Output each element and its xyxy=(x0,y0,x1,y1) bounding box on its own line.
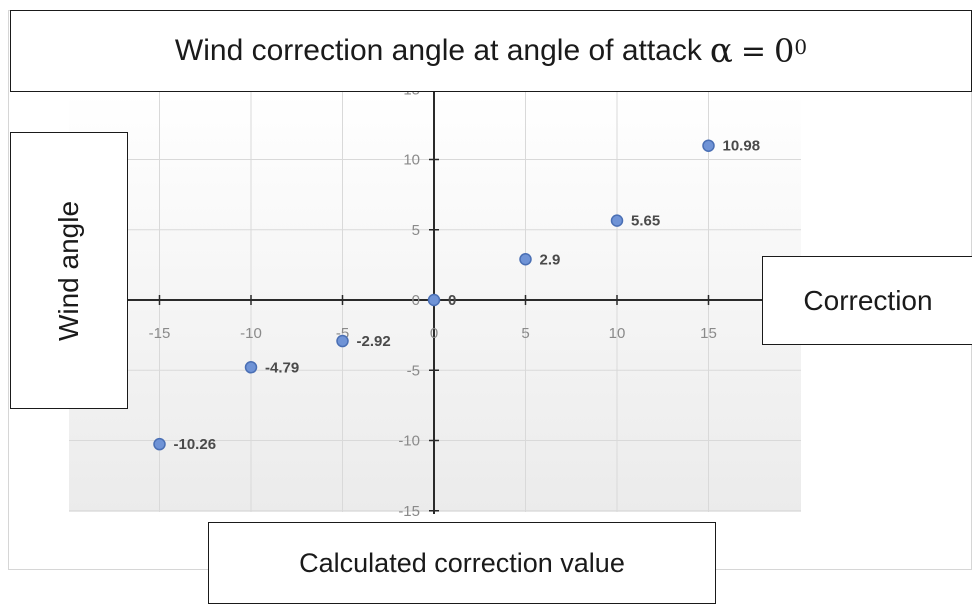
x-tick-label: 0 xyxy=(430,325,438,342)
data-label: -4.79 xyxy=(265,359,299,376)
chart-title-superscript: 0 xyxy=(794,35,808,59)
data-label: 2.9 xyxy=(540,251,561,268)
data-point xyxy=(153,437,166,451)
chart-title: Wind correction angle at angle of attack… xyxy=(10,10,972,92)
data-label: 0 xyxy=(448,292,456,309)
data-points xyxy=(153,139,715,451)
data-point xyxy=(519,253,532,266)
x-tick-label: -15 xyxy=(149,325,171,342)
data-point xyxy=(336,334,349,348)
y-axis-label: Wind angle xyxy=(53,200,84,341)
x-axis-label-box: Calculated correction value xyxy=(208,522,716,604)
correction-label: Correction xyxy=(803,284,933,316)
y-tick-label: 0 xyxy=(412,292,420,309)
x-tick-label: 15 xyxy=(700,325,717,342)
y-tick-label: -10 xyxy=(398,433,420,450)
chart-title-symbol: α xyxy=(709,31,733,71)
y-tick-label: -15 xyxy=(398,503,420,520)
y-tick-label: 10 xyxy=(403,152,420,169)
x-axis-label: Calculated correction value xyxy=(299,547,625,578)
data-label: 5.65 xyxy=(631,213,660,230)
data-point xyxy=(427,293,441,307)
data-point xyxy=(610,214,624,227)
data-label: -2.92 xyxy=(357,333,391,350)
correction-label-box: Correction xyxy=(762,256,972,345)
chart-title-text: Wind correction angle at angle of attack xyxy=(174,34,702,67)
data-point xyxy=(702,139,715,152)
chart-title-equals: = xyxy=(740,33,766,69)
y-axis-label-box: Wind angle xyxy=(10,132,128,409)
x-tick-label: 5 xyxy=(521,325,529,342)
data-point xyxy=(244,361,258,374)
data-labels: -10.26 -4.79 -2.92 0 2.9 5.65 10.98 xyxy=(174,138,761,453)
data-label: 10.98 xyxy=(723,138,761,155)
y-tick-label: 5 xyxy=(412,222,420,239)
x-tick-label: 10 xyxy=(609,325,626,342)
data-label: -10.26 xyxy=(174,436,217,453)
chart-title-value: 0 xyxy=(773,32,795,70)
y-tick-label: -5 xyxy=(407,362,420,379)
x-tick-label: -10 xyxy=(240,325,262,342)
